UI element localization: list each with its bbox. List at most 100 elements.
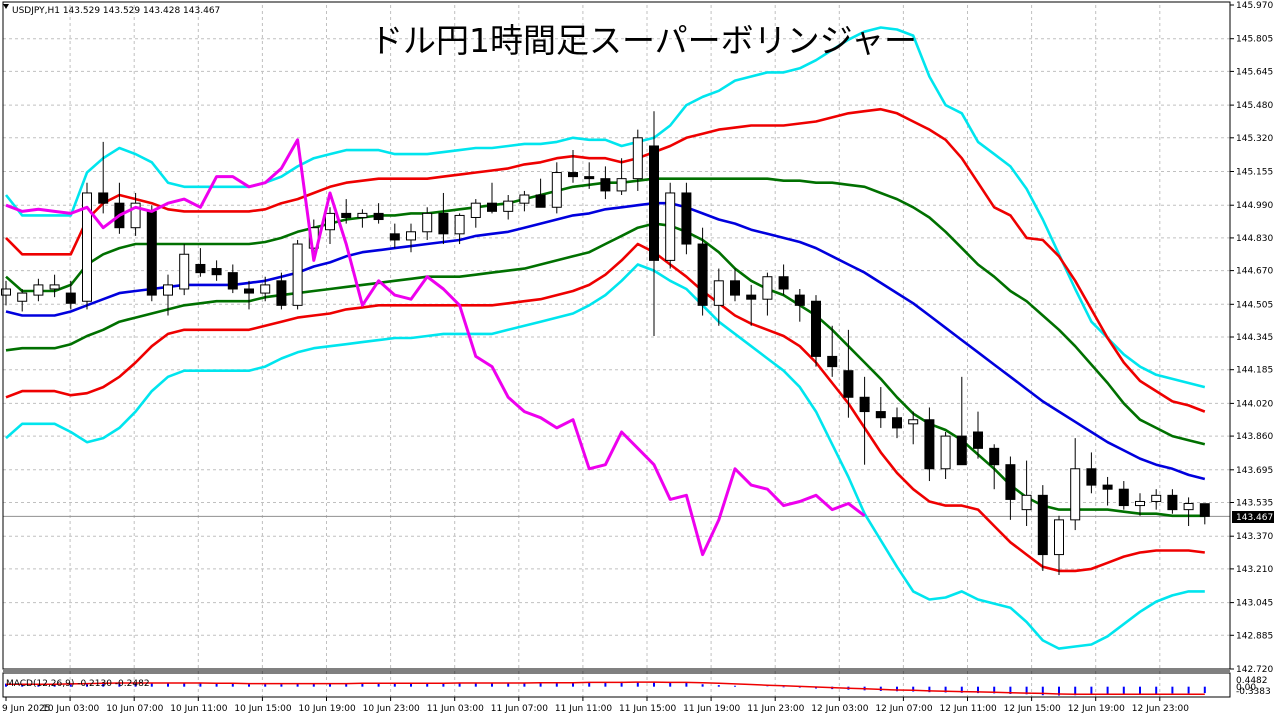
y-tick-label: 144.505: [1236, 300, 1273, 310]
candle-up: [292, 243, 303, 306]
y-tick-label: 143.535: [1236, 498, 1273, 508]
candle-down: [843, 370, 854, 398]
candle-up: [519, 194, 530, 204]
candle-down: [681, 192, 692, 245]
candle-down: [195, 263, 206, 274]
y-tick-label: 143.210: [1236, 565, 1273, 575]
candle-up: [163, 284, 173, 296]
candle-up: [1070, 468, 1081, 521]
current-price-label: 143.467: [1236, 513, 1273, 523]
candle-up: [665, 192, 676, 261]
candle-up: [1021, 494, 1032, 511]
candle-up: [33, 284, 44, 296]
x-tick-label: 10 Jun 03:00: [42, 704, 99, 714]
y-tick-label: 144.670: [1236, 267, 1273, 277]
candle-up: [940, 435, 951, 470]
candle-down: [65, 292, 76, 304]
y-tick-label: 145.805: [1236, 35, 1273, 45]
candle-down: [649, 145, 659, 261]
x-tick-label: 11 Jun 03:00: [427, 704, 484, 714]
candle-up: [1, 288, 11, 296]
y-tick-label: 144.185: [1236, 366, 1273, 376]
candle-down: [973, 431, 983, 449]
candle-down: [146, 210, 157, 296]
candle-up: [762, 276, 773, 300]
x-tick-label: 10 Jun 15:00: [234, 704, 291, 714]
x-tick-label: 12 Jun 15:00: [1004, 704, 1061, 714]
candle-down: [794, 294, 805, 306]
candle-up: [470, 202, 481, 218]
candle-up: [1183, 503, 1194, 511]
candle-down: [341, 212, 352, 218]
candle-up: [1151, 494, 1162, 502]
y-tick-label: 144.020: [1236, 399, 1273, 409]
x-tick-label: 12 Jun 07:00: [875, 704, 932, 714]
candle-down: [1102, 484, 1113, 490]
candle-down: [487, 202, 497, 212]
candle-up: [503, 200, 514, 212]
band-minus1-line: [5, 222, 1205, 518]
candle-up: [325, 212, 335, 231]
y-tick-label: 144.990: [1236, 201, 1273, 211]
band-minus3-line: [5, 263, 1205, 650]
x-tick-label: 11 Jun 15:00: [619, 704, 676, 714]
candle-up: [422, 212, 433, 233]
candle-up: [82, 192, 92, 302]
y-tick-label: 142.720: [1236, 665, 1273, 675]
candle-up: [713, 280, 724, 306]
candle-down: [438, 212, 449, 235]
candle-down: [859, 396, 870, 413]
y-tick-label: 144.345: [1236, 333, 1273, 343]
candle-down: [1199, 503, 1210, 517]
candle-up: [908, 419, 919, 425]
x-tick-label: 12 Jun 23:00: [1132, 704, 1189, 714]
current-price-badge: [1232, 511, 1274, 523]
candle-down: [568, 172, 578, 178]
candle-up: [49, 284, 60, 290]
y-tick-label: 143.370: [1236, 532, 1273, 542]
candle-up: [260, 284, 271, 294]
candle-down: [989, 447, 1000, 466]
candle-up: [616, 178, 627, 192]
frame-layer: [2, 1, 1231, 698]
x-tick-label: 12 Jun 19:00: [1068, 704, 1125, 714]
x-tick-label: 10 Jun 07:00: [106, 704, 163, 714]
candle-up: [17, 292, 28, 302]
y-tick-label: 145.970: [1236, 1, 1273, 11]
grid-layer: [3, 5, 1230, 697]
macd-scale-top: 0.4482: [1236, 676, 1268, 686]
candle-layer: [1, 111, 1210, 576]
y-tick-label: 144.830: [1236, 234, 1273, 244]
candle-down: [1118, 488, 1129, 507]
candle-down: [892, 417, 902, 429]
lagging-span-line: [5, 138, 866, 557]
candle-down: [276, 280, 287, 306]
lagging-layer: [5, 138, 866, 557]
macd-scale-bottom: -0.3383: [1236, 687, 1271, 697]
candle-down: [211, 268, 222, 276]
y-tick-label: 143.695: [1236, 466, 1273, 476]
candle-down: [584, 176, 595, 180]
candle-down: [778, 276, 789, 290]
candle-down: [811, 300, 821, 357]
symbol-arrow-icon: [3, 4, 9, 9]
candle-down: [373, 212, 384, 221]
macd-panel-frame: [2, 672, 1231, 698]
candle-up: [406, 231, 416, 241]
candle-up: [357, 212, 368, 218]
candle-down: [924, 419, 935, 470]
y-tick-label: 145.155: [1236, 168, 1273, 178]
x-tick-label: 11 Jun 11:00: [555, 704, 612, 714]
candle-up: [551, 172, 562, 208]
y-tick-label: 143.860: [1236, 432, 1273, 442]
candle-down: [1005, 464, 1016, 500]
y-tick-label: 145.645: [1236, 67, 1273, 77]
candle-down: [535, 194, 546, 208]
candle-down: [730, 280, 740, 296]
x-tick-label: 10 Jun 19:00: [299, 704, 356, 714]
x-tick-label: 9 Jun 2025: [2, 704, 50, 714]
candle-up: [130, 202, 141, 229]
y-tick-label: 145.320: [1236, 134, 1273, 144]
chart-title: ドル円1時間足スーパーボリンジャー: [370, 21, 917, 60]
